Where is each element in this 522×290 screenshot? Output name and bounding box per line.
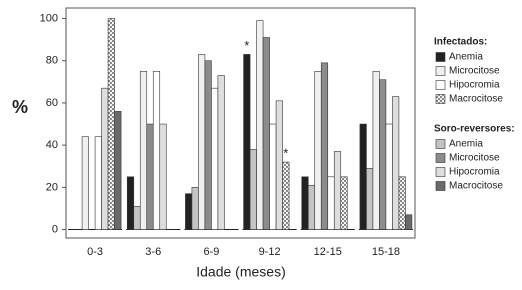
bar bbox=[256, 20, 264, 230]
y-tick-label: 20 bbox=[46, 181, 58, 193]
bar bbox=[81, 136, 89, 230]
bar bbox=[282, 161, 290, 230]
bar bbox=[152, 71, 161, 230]
bar bbox=[333, 151, 342, 230]
legend-label: Hipocromia bbox=[449, 80, 500, 91]
legend-swatch bbox=[435, 153, 446, 163]
legend-label: Macrocitose bbox=[449, 181, 503, 192]
legend-label: Anemia bbox=[449, 52, 483, 63]
bar bbox=[204, 60, 212, 230]
legend-label: Hipocromia bbox=[449, 167, 500, 178]
y-axis-label: % bbox=[12, 97, 28, 117]
legend-swatch bbox=[435, 66, 446, 76]
x-tick-label: 12-15 bbox=[314, 246, 342, 258]
bar bbox=[340, 176, 348, 230]
bar bbox=[307, 184, 316, 230]
bar bbox=[243, 54, 251, 230]
legend-swatch bbox=[435, 167, 446, 177]
bar bbox=[359, 123, 367, 230]
bar bbox=[198, 54, 206, 230]
bar bbox=[379, 79, 387, 230]
legend-swatch bbox=[435, 94, 446, 104]
x-tick-label: 3-6 bbox=[145, 246, 161, 258]
y-tick-label: 100 bbox=[40, 12, 58, 24]
bar bbox=[320, 62, 329, 230]
x-tick-label: 0-3 bbox=[87, 246, 103, 258]
legend-label: Macrocitose bbox=[449, 94, 503, 105]
bar bbox=[211, 87, 219, 230]
bar bbox=[126, 176, 135, 230]
bar bbox=[217, 75, 225, 230]
legend-swatch bbox=[435, 139, 446, 149]
bar bbox=[327, 176, 335, 230]
bar bbox=[101, 87, 109, 230]
legend-title: Infectados: bbox=[434, 37, 487, 48]
bar bbox=[392, 96, 400, 230]
bar bbox=[146, 123, 154, 230]
x-tick-label: 9-12 bbox=[259, 246, 281, 258]
bar bbox=[405, 214, 413, 230]
bar bbox=[385, 123, 393, 230]
bar bbox=[249, 149, 257, 230]
bar bbox=[114, 111, 122, 230]
legend-title: Soro-reversores: bbox=[434, 124, 515, 135]
annotation: * bbox=[244, 38, 249, 53]
legend-label: Microcitose bbox=[449, 66, 500, 77]
legend-label: Microcitose bbox=[449, 153, 500, 164]
bar bbox=[133, 206, 141, 230]
legend-swatch bbox=[435, 80, 446, 90]
y-tick-label: 60 bbox=[46, 97, 58, 109]
bar bbox=[301, 176, 309, 230]
bar bbox=[269, 123, 277, 230]
legend-label: Anemia bbox=[449, 139, 483, 150]
bar bbox=[262, 37, 270, 230]
bar bbox=[107, 18, 115, 230]
bar bbox=[94, 136, 102, 230]
x-tick-label: 6-9 bbox=[203, 246, 219, 258]
bar bbox=[366, 168, 374, 230]
legend-swatch bbox=[435, 181, 446, 191]
bar bbox=[398, 176, 406, 230]
y-tick-label: 40 bbox=[46, 139, 58, 151]
y-tick-label: 80 bbox=[46, 55, 58, 67]
bar bbox=[191, 187, 199, 230]
annotation: * bbox=[283, 145, 288, 160]
x-tick-label: 15-18 bbox=[372, 246, 400, 258]
bar bbox=[185, 193, 193, 230]
x-axis-label: Idade (meses) bbox=[196, 264, 285, 280]
plot-frame bbox=[65, 7, 416, 239]
bar bbox=[159, 123, 167, 230]
bar bbox=[275, 100, 283, 230]
bar bbox=[314, 71, 322, 230]
y-tick-label: 0 bbox=[52, 223, 58, 235]
legend-swatch bbox=[435, 52, 446, 62]
bar bbox=[139, 71, 148, 230]
bar bbox=[372, 71, 380, 230]
